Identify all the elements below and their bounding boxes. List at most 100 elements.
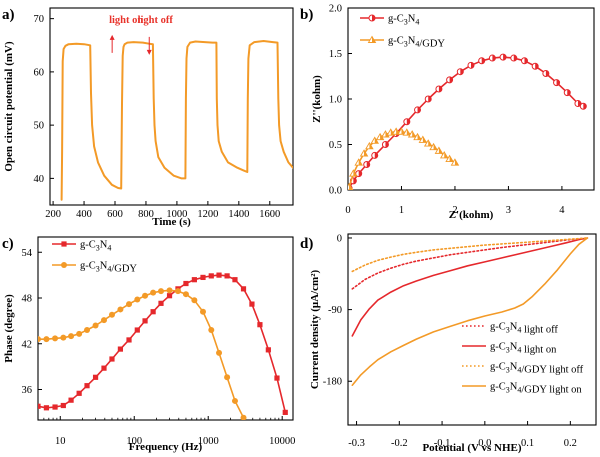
legend-subscript: 3 (404, 18, 408, 27)
legend-subscript: 4 (415, 40, 419, 49)
x-tick-label: 2 (452, 205, 457, 216)
data-point (499, 53, 507, 61)
data-point (208, 273, 214, 279)
data-point (126, 337, 132, 343)
data-point (429, 142, 438, 151)
data-point (52, 335, 59, 342)
x-tick-label: 3 (506, 205, 511, 216)
data-point (142, 318, 148, 324)
chart-panel-b: b)0 1 2 3 40.00.51.01.52.0Z'(kohm)Z''(kohm)g… (300, 4, 595, 221)
x-tick-label: -0.3 (348, 438, 365, 449)
chart-panel-c: c) 10 100 1000 10000 36 42 48 54 Frequency (Hz) Ph… (2, 236, 295, 453)
data-point (446, 76, 454, 84)
legend-main-text: g-C (80, 240, 96, 251)
panel-letter: b) (300, 7, 313, 23)
x-tick-label: 0.1 (521, 438, 534, 449)
data-point (434, 146, 444, 154)
legend-subscript: 4 (415, 18, 419, 27)
legend-subscript: N (510, 362, 518, 373)
plot-area (348, 53, 587, 190)
y-tick-label: 36 (22, 385, 33, 396)
legend-subscript: 4 (517, 346, 521, 355)
data-point (208, 327, 215, 334)
data-point (117, 306, 124, 313)
data-point (84, 327, 91, 334)
data-point (76, 330, 83, 337)
legend-marker (61, 262, 67, 268)
x-axis-label: Potential (V vs NHE) (422, 442, 521, 454)
data-point (403, 118, 411, 126)
data-point (38, 403, 41, 409)
annotation: light on (109, 15, 143, 53)
y-tick-label: 50 (34, 121, 45, 132)
y-tick-label: 0.5 (329, 140, 342, 151)
legend-main-text: g-C (388, 14, 404, 25)
x-tick-label: 400 (76, 209, 92, 220)
data-point (265, 347, 271, 353)
legend-subscript: N (408, 14, 416, 25)
legend-marker (61, 241, 67, 247)
panel-letter: d) (300, 236, 313, 252)
data-point (240, 414, 247, 420)
chart-panel-d: d) -0.3 -0.2 -0.1 0.0 0.1 0.2 0 -90 -180 Potential… (300, 233, 597, 454)
legend-label: g-C3N4/GDY light on (490, 382, 582, 396)
data-point (52, 404, 58, 410)
series-d-2 (351, 237, 589, 273)
data-point (418, 135, 428, 143)
legend-main-text: g-C (80, 261, 96, 272)
data-point (402, 128, 412, 136)
y-tick-label: 48 (22, 294, 33, 305)
data-point (200, 274, 206, 281)
x-axis-label: Time (s) (152, 216, 191, 228)
legend-main-text: g-C (490, 362, 506, 373)
legend-item: g-C3N4/GDY light on (462, 382, 582, 396)
legend-subscript: 3 (96, 265, 100, 274)
data-point (150, 289, 157, 296)
x-axis-label: Frequency (Hz) (129, 441, 203, 453)
series-line (351, 237, 589, 337)
data-point (191, 277, 197, 283)
annotation: light off (138, 15, 173, 55)
data-point (371, 151, 379, 159)
series-d-0 (351, 237, 589, 290)
legend-subscript: N (510, 322, 518, 333)
legend-item: g-C3N4/GDY (52, 261, 137, 275)
series-line (348, 131, 456, 189)
x-axis-label: Z'(kohm) (449, 209, 494, 221)
x-tick-label: 800 (138, 209, 154, 220)
y-tick-label: 1.5 (329, 49, 342, 60)
data-point (359, 149, 369, 157)
legend-subscript: 3 (96, 244, 100, 253)
data-point (191, 297, 198, 304)
legend-tail-text: light off (521, 325, 558, 336)
legend-subscript: N (408, 36, 416, 47)
legend-subscript: 3 (404, 40, 408, 49)
data-point (60, 334, 67, 341)
x-tick-label: 0.0 (478, 438, 491, 449)
data-point (407, 130, 417, 138)
data-point (478, 57, 486, 65)
legend-subscript: N (510, 382, 518, 393)
legend-subscript: 4 (517, 366, 521, 375)
data-point (43, 336, 50, 343)
legend-subscript: 3 (506, 366, 510, 375)
legend-main-text: g-C (490, 322, 506, 333)
data-point (150, 309, 156, 315)
legend-tail-text: /GDY (111, 264, 137, 275)
legend-subscript: 4 (517, 326, 521, 335)
legend-tail-text: /GDY light off (521, 365, 583, 376)
legend-main-text: g-C (490, 382, 506, 393)
data-point (38, 336, 41, 343)
x-tick-label: 1000 (166, 209, 187, 220)
y-tick-label: 70 (34, 14, 45, 25)
data-point (363, 161, 371, 169)
data-point (240, 286, 247, 292)
legend-subscript: N (100, 261, 108, 272)
series-c-1 (38, 287, 247, 420)
data-point (117, 346, 124, 352)
legend-tail-text: /GDY light on (521, 385, 582, 396)
x-tick-label: 100 (126, 436, 142, 447)
data-point (445, 154, 454, 163)
data-point (439, 151, 449, 159)
